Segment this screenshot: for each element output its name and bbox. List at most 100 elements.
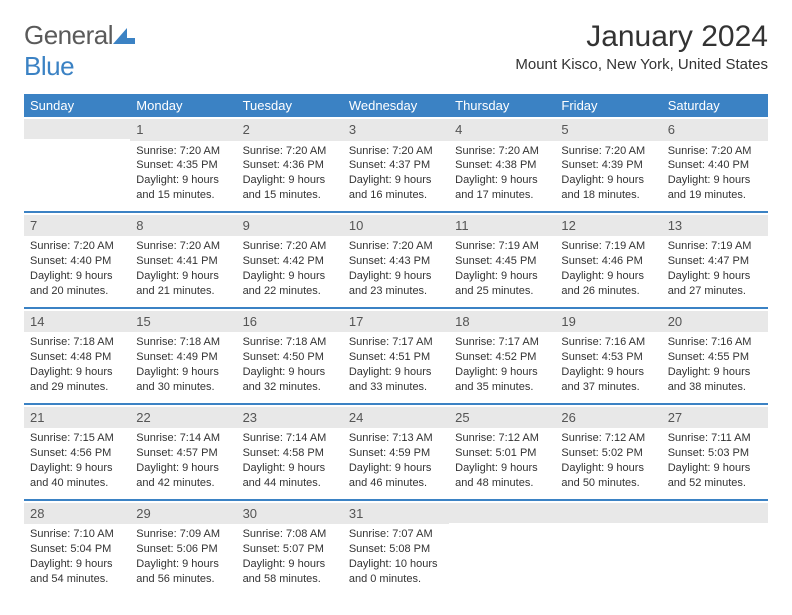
day-number: 1 (130, 119, 236, 141)
day-number: 26 (555, 407, 661, 429)
day-sunset: Sunset: 4:49 PM (136, 350, 230, 365)
day-sunrise: Sunrise: 7:11 AM (668, 431, 762, 446)
day-sunrise: Sunrise: 7:20 AM (349, 239, 443, 254)
day-number: 6 (662, 119, 768, 141)
day-daylight1: Daylight: 9 hours (349, 269, 443, 284)
day-daylight2: and 40 minutes. (30, 476, 124, 491)
day-number: 27 (662, 407, 768, 429)
day-number: 22 (130, 407, 236, 429)
day-number: 11 (449, 215, 555, 237)
day-number: 20 (662, 311, 768, 333)
day-daylight1: Daylight: 9 hours (243, 269, 337, 284)
day-number: 4 (449, 119, 555, 141)
day-sunset: Sunset: 4:55 PM (668, 350, 762, 365)
day-daylight2: and 22 minutes. (243, 284, 337, 299)
day-cell (662, 501, 768, 595)
day-cell: 4Sunrise: 7:20 AMSunset: 4:38 PMDaylight… (449, 117, 555, 211)
day-daylight2: and 25 minutes. (455, 284, 549, 299)
day-sunset: Sunset: 4:42 PM (243, 254, 337, 269)
day-number: 23 (237, 407, 343, 429)
dow-thursday: Thursday (449, 94, 555, 117)
day-sunrise: Sunrise: 7:13 AM (349, 431, 443, 446)
day-number (555, 503, 661, 523)
day-cell: 15Sunrise: 7:18 AMSunset: 4:49 PMDayligh… (130, 309, 236, 403)
day-sunrise: Sunrise: 7:20 AM (668, 144, 762, 159)
dow-friday: Friday (555, 94, 661, 117)
day-sunset: Sunset: 5:01 PM (455, 446, 549, 461)
day-daylight2: and 35 minutes. (455, 380, 549, 395)
day-daylight1: Daylight: 9 hours (561, 269, 655, 284)
day-daylight1: Daylight: 9 hours (30, 269, 124, 284)
day-daylight2: and 16 minutes. (349, 188, 443, 203)
day-number: 30 (237, 503, 343, 525)
day-sunset: Sunset: 4:51 PM (349, 350, 443, 365)
day-daylight1: Daylight: 9 hours (136, 173, 230, 188)
day-sunset: Sunset: 4:37 PM (349, 158, 443, 173)
day-number: 2 (237, 119, 343, 141)
week-row: 14Sunrise: 7:18 AMSunset: 4:48 PMDayligh… (24, 309, 768, 405)
day-sunset: Sunset: 5:07 PM (243, 542, 337, 557)
day-sunset: Sunset: 4:45 PM (455, 254, 549, 269)
day-number: 31 (343, 503, 449, 525)
day-number: 5 (555, 119, 661, 141)
day-daylight2: and 15 minutes. (136, 188, 230, 203)
day-daylight2: and 32 minutes. (243, 380, 337, 395)
day-sunrise: Sunrise: 7:17 AM (349, 335, 443, 350)
day-cell: 6Sunrise: 7:20 AMSunset: 4:40 PMDaylight… (662, 117, 768, 211)
day-sunset: Sunset: 4:50 PM (243, 350, 337, 365)
day-daylight1: Daylight: 9 hours (668, 269, 762, 284)
day-daylight2: and 56 minutes. (136, 572, 230, 587)
weeks-container: 1Sunrise: 7:20 AMSunset: 4:35 PMDaylight… (24, 117, 768, 595)
day-cell: 24Sunrise: 7:13 AMSunset: 4:59 PMDayligh… (343, 405, 449, 499)
day-daylight2: and 20 minutes. (30, 284, 124, 299)
day-daylight1: Daylight: 9 hours (455, 365, 549, 380)
day-sunset: Sunset: 4:41 PM (136, 254, 230, 269)
dow-sunday: Sunday (24, 94, 130, 117)
day-daylight2: and 15 minutes. (243, 188, 337, 203)
day-sunrise: Sunrise: 7:20 AM (243, 239, 337, 254)
day-sunrise: Sunrise: 7:20 AM (349, 144, 443, 159)
day-sunset: Sunset: 4:39 PM (561, 158, 655, 173)
day-daylight1: Daylight: 9 hours (668, 461, 762, 476)
day-sunset: Sunset: 5:06 PM (136, 542, 230, 557)
day-sunset: Sunset: 4:52 PM (455, 350, 549, 365)
dow-monday: Monday (130, 94, 236, 117)
day-number: 3 (343, 119, 449, 141)
day-daylight1: Daylight: 9 hours (349, 173, 443, 188)
day-cell: 25Sunrise: 7:12 AMSunset: 5:01 PMDayligh… (449, 405, 555, 499)
day-daylight2: and 44 minutes. (243, 476, 337, 491)
day-daylight1: Daylight: 9 hours (243, 365, 337, 380)
day-cell: 29Sunrise: 7:09 AMSunset: 5:06 PMDayligh… (130, 501, 236, 595)
day-cell: 20Sunrise: 7:16 AMSunset: 4:55 PMDayligh… (662, 309, 768, 403)
day-number: 17 (343, 311, 449, 333)
day-cell (449, 501, 555, 595)
day-cell: 31Sunrise: 7:07 AMSunset: 5:08 PMDayligh… (343, 501, 449, 595)
day-sunset: Sunset: 5:04 PM (30, 542, 124, 557)
day-sunrise: Sunrise: 7:20 AM (243, 144, 337, 159)
logo-text: GeneralBlue (24, 20, 135, 82)
day-cell: 17Sunrise: 7:17 AMSunset: 4:51 PMDayligh… (343, 309, 449, 403)
day-daylight2: and 26 minutes. (561, 284, 655, 299)
day-daylight1: Daylight: 9 hours (30, 557, 124, 572)
day-sunrise: Sunrise: 7:14 AM (136, 431, 230, 446)
day-number (662, 503, 768, 523)
day-sunset: Sunset: 4:38 PM (455, 158, 549, 173)
day-cell: 27Sunrise: 7:11 AMSunset: 5:03 PMDayligh… (662, 405, 768, 499)
day-daylight1: Daylight: 9 hours (136, 461, 230, 476)
day-sunrise: Sunrise: 7:20 AM (136, 239, 230, 254)
day-sunrise: Sunrise: 7:17 AM (455, 335, 549, 350)
day-cell: 7Sunrise: 7:20 AMSunset: 4:40 PMDaylight… (24, 213, 130, 307)
logo: GeneralBlue (24, 20, 135, 82)
day-number: 15 (130, 311, 236, 333)
day-daylight1: Daylight: 9 hours (136, 557, 230, 572)
logo-text-general: General (24, 20, 113, 50)
day-sunrise: Sunrise: 7:20 AM (30, 239, 124, 254)
day-daylight1: Daylight: 9 hours (455, 269, 549, 284)
dow-wednesday: Wednesday (343, 94, 449, 117)
day-sunrise: Sunrise: 7:19 AM (561, 239, 655, 254)
day-cell: 10Sunrise: 7:20 AMSunset: 4:43 PMDayligh… (343, 213, 449, 307)
day-cell: 5Sunrise: 7:20 AMSunset: 4:39 PMDaylight… (555, 117, 661, 211)
month-title: January 2024 (515, 20, 768, 54)
day-sunset: Sunset: 4:47 PM (668, 254, 762, 269)
day-cell: 22Sunrise: 7:14 AMSunset: 4:57 PMDayligh… (130, 405, 236, 499)
